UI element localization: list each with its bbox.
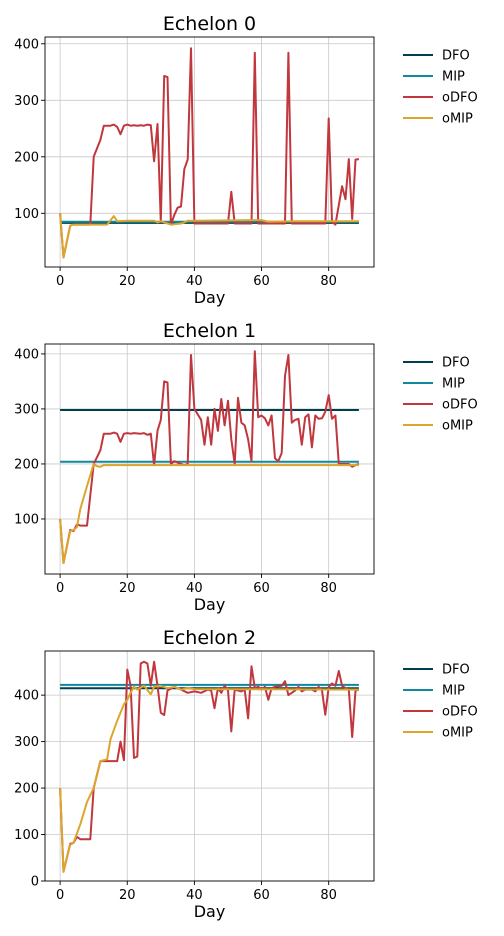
x-tick-label: 40	[186, 274, 203, 289]
y-tick-label: 200	[14, 150, 39, 165]
chart-title: Echelon 0	[163, 13, 256, 35]
x-tick-label: 40	[186, 581, 203, 596]
x-axis-label: Day	[194, 595, 226, 614]
y-tick-label: 400	[14, 37, 39, 52]
series-line-oDFO	[59, 350, 360, 564]
legend-label-oDFO: oDFO	[442, 398, 478, 413]
legend-label-MIP: MIP	[442, 377, 465, 392]
y-tick-label: 400	[14, 689, 39, 704]
x-tick-label: 80	[320, 888, 337, 903]
plot-frame	[44, 343, 375, 575]
chart-panel-0: 0 20 40 60 80 100 200 300 400 Echelon 0 Day DFO MIP o…	[14, 13, 478, 307]
x-axis-label: Day	[194, 288, 226, 307]
y-tick-label: 100	[14, 828, 39, 843]
y-tick-label: 300	[14, 735, 39, 750]
legend-label-oDFO: oDFO	[442, 91, 478, 106]
x-tick-label: 20	[119, 888, 136, 903]
legend-label-MIP: MIP	[442, 684, 465, 699]
y-tick-label: 300	[14, 402, 39, 417]
x-tick-label: 60	[253, 581, 270, 596]
x-tick-label: 0	[56, 888, 64, 903]
legend-label-MIP: MIP	[442, 70, 465, 85]
chart-title: Echelon 2	[163, 627, 256, 649]
x-tick-label: 40	[186, 888, 203, 903]
chart-title: Echelon 1	[163, 320, 256, 342]
x-tick-label: 60	[253, 274, 270, 289]
plot-frame	[44, 650, 375, 882]
legend-label-DFO: DFO	[442, 356, 470, 371]
y-tick-label: 0	[31, 875, 39, 890]
series-line-oMIP	[59, 213, 359, 259]
y-tick-label: 300	[14, 94, 39, 109]
y-tick-label: 200	[14, 457, 39, 472]
legend-label-oMIP: oMIP	[442, 419, 473, 434]
legend-label-oDFO: oDFO	[442, 705, 478, 720]
legend-label-DFO: DFO	[442, 663, 470, 678]
x-axis-label: Day	[194, 902, 226, 921]
x-tick-label: 80	[320, 581, 337, 596]
legend-label-DFO: DFO	[442, 49, 470, 64]
series-line-oDFO	[59, 47, 360, 259]
y-tick-label: 400	[14, 347, 39, 362]
x-tick-label: 20	[119, 274, 136, 289]
x-tick-label: 0	[56, 274, 64, 289]
chart-panel-1: 0 20 40 60 80 100 200 300 400 Echelon 1 Day DFO MIP o…	[14, 320, 478, 614]
x-tick-label: 0	[56, 581, 64, 596]
series-line-oDFO	[59, 660, 360, 873]
legend-label-oMIP: oMIP	[442, 726, 473, 741]
y-tick-label: 100	[14, 512, 39, 527]
x-tick-label: 20	[119, 581, 136, 596]
plot-frame	[44, 36, 375, 268]
series-line-oMIP	[59, 463, 359, 564]
x-tick-label: 60	[253, 888, 270, 903]
chart-panel-2: 0 20 40 60 80 0 100 200 300 400 Echelon 2 Day DFO MIP…	[14, 627, 478, 921]
legend-label-oMIP: oMIP	[442, 112, 473, 127]
x-tick-label: 80	[320, 274, 337, 289]
y-tick-label: 200	[14, 782, 39, 797]
series-line-oMIP	[59, 684, 359, 873]
y-tick-label: 100	[14, 207, 39, 222]
